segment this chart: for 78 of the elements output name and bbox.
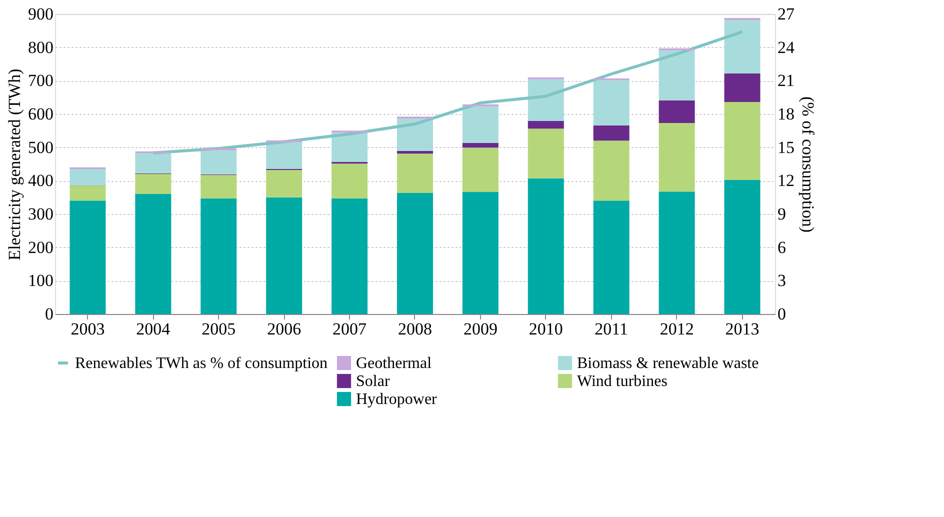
bar [266,142,302,169]
y2-tick-label: 18 [778,104,794,124]
x-tick-label: 2008 [398,320,432,338]
x-tick-label: 2013 [725,320,760,338]
bar [724,73,760,102]
legend-label: Hydropower [356,391,438,408]
bar [462,148,498,192]
bar [397,118,433,151]
y2-tick-label: 12 [778,171,794,190]
x-tick-label: 2007 [332,320,368,338]
y-tick-label: 600 [28,104,54,124]
bar [332,132,368,162]
bar [266,197,302,314]
bar [724,180,760,314]
bar [332,198,368,314]
y-tick-label: 100 [28,271,54,290]
legend-label: Geothermal [356,355,432,372]
y2-tick-label: 9 [778,204,786,224]
y2-tick-label: 15 [778,138,794,157]
x-tick-label: 2005 [202,320,236,338]
x-tick-label: 2010 [528,320,563,338]
bar [462,106,498,143]
bar [658,123,695,192]
bar [528,178,564,314]
bar [70,186,106,201]
bar [528,79,564,121]
y-axis-title: Electricity generated (TWh) [5,68,24,260]
x-tick-label: 2009 [463,320,498,338]
bar [135,174,172,194]
x-tick-label: 2003 [70,320,105,338]
bar [658,50,695,100]
bar [462,143,498,148]
bar [593,80,630,126]
bar [658,100,695,123]
bar [528,121,564,129]
x-tick-label: 2011 [594,320,628,338]
bar [200,198,237,314]
bar [135,153,172,174]
bar [528,128,564,178]
y2-tick-label: 27 [778,4,795,24]
legend-label: Biomass & renewable waste [577,355,759,372]
bar [200,150,237,174]
bar [397,151,433,154]
y2-tick-label: 6 [778,238,786,257]
x-tick-label: 2004 [136,320,171,338]
y2-axis-title: (% of consumption) [798,96,818,232]
y-tick-label: 0 [45,304,54,324]
x-tick-label: 2012 [660,320,694,338]
bar [724,20,760,74]
bar [593,125,630,141]
y-tick-label: 200 [28,238,54,257]
bar [724,102,760,180]
bar [332,164,368,198]
y2-tick-label: 24 [778,38,795,57]
y-tick-label: 500 [28,138,54,157]
bar [397,193,433,314]
bar [135,194,172,314]
legend-label: Wind turbines [577,373,668,390]
bar [70,169,106,186]
y-tick-label: 700 [28,71,54,90]
y-tick-label: 900 [28,4,54,24]
y-tick-label: 800 [28,38,54,57]
y-tick-label: 400 [28,171,54,190]
y2-tick-label: 3 [778,271,786,290]
bar [70,200,106,314]
legend-label: Solar [356,373,390,390]
bar [200,175,237,198]
bar [593,200,630,314]
y-tick-label: 300 [28,204,54,224]
y2-tick-label: 0 [778,304,786,324]
x-tick-label: 2006 [267,320,302,338]
bar [266,170,302,198]
bar [462,192,498,314]
bar [658,192,695,314]
y2-tick-label: 21 [778,71,794,90]
legend-label: Renewables TWh as % of consumption [75,355,328,372]
bar [397,154,433,193]
bar [593,140,630,201]
